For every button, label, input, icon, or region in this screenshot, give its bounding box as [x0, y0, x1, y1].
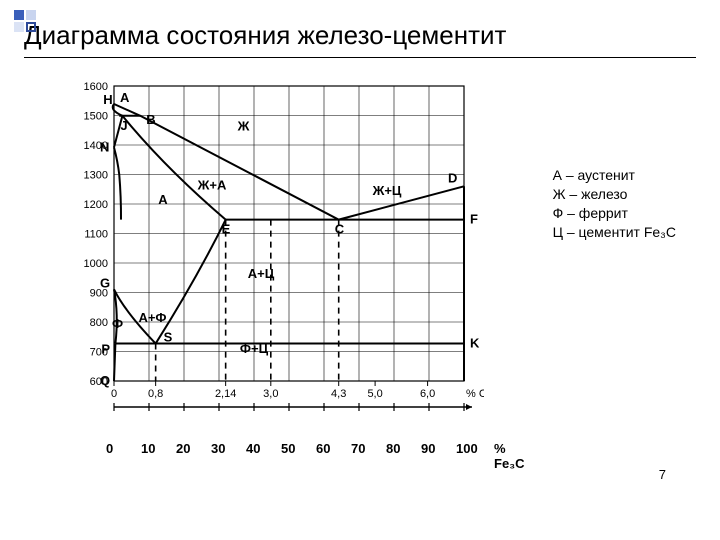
svg-text:Ж+Ц: Ж+Ц — [372, 183, 402, 198]
deco-square — [26, 10, 36, 20]
svg-text:Ф: Ф — [112, 316, 123, 331]
fe3c-tick: 0 — [106, 441, 113, 456]
slide-bullets-deco — [14, 10, 50, 32]
svg-text:J: J — [120, 118, 127, 133]
svg-text:% C: % C — [466, 388, 484, 400]
svg-text:Ж: Ж — [237, 118, 250, 133]
fe3c-tick: 10 — [141, 441, 155, 456]
svg-text:S: S — [164, 330, 173, 345]
svg-text:А: А — [158, 192, 168, 207]
svg-text:F: F — [470, 212, 478, 227]
deco-square — [14, 22, 24, 32]
svg-text:B: B — [146, 112, 155, 127]
fe3c-tick: 50 — [281, 441, 295, 456]
legend-item: Ж – железо — [553, 185, 676, 204]
legend-item: А – аустенит — [553, 166, 676, 185]
svg-text:N: N — [100, 139, 109, 154]
fe3c-tick: 100 — [456, 441, 478, 456]
deco-square — [26, 22, 36, 32]
fe3c-tick: 70 — [351, 441, 365, 456]
svg-text:1200: 1200 — [84, 199, 108, 211]
svg-text:0: 0 — [111, 388, 117, 400]
fe3c-tick: 80 — [386, 441, 400, 456]
svg-text:А+Ц: А+Ц — [248, 266, 275, 281]
svg-text:1500: 1500 — [84, 111, 108, 123]
svg-text:1300: 1300 — [84, 170, 108, 182]
svg-text:800: 800 — [90, 317, 108, 329]
fe3c-tick: 20 — [176, 441, 190, 456]
fe3c-tick: 60 — [316, 441, 330, 456]
fe3c-tick: 30 — [211, 441, 225, 456]
svg-text:Ф+Ц: Ф+Ц — [240, 341, 269, 356]
svg-text:H: H — [103, 92, 112, 107]
deco-square — [14, 10, 24, 20]
svg-text:C: C — [335, 222, 345, 237]
svg-text:А+Ф: А+Ф — [138, 310, 166, 325]
svg-text:Ж+А: Ж+А — [197, 177, 227, 192]
svg-text:1000: 1000 — [84, 258, 108, 270]
fe3c-tick: 90 — [421, 441, 435, 456]
page-number: 7 — [659, 467, 666, 482]
svg-text:3,0: 3,0 — [263, 388, 278, 400]
content-area: 6007008009001000110012001300140015001600… — [24, 66, 696, 496]
svg-text:E: E — [222, 222, 231, 237]
svg-text:Q: Q — [100, 373, 110, 388]
fe3c-axis-label: % Fe₃C — [494, 441, 525, 471]
legend: А – аустенит Ж – железо Ф – феррит Ц – ц… — [553, 166, 676, 242]
svg-text:2,14: 2,14 — [215, 388, 236, 400]
phase-diagram-chart: 6007008009001000110012001300140015001600… — [64, 76, 484, 416]
svg-text:5,0: 5,0 — [367, 388, 382, 400]
page-title: Диаграмма состояния железо-цементит — [24, 20, 696, 58]
svg-text:4,3: 4,3 — [331, 388, 346, 400]
svg-text:0,8: 0,8 — [148, 388, 163, 400]
svg-text:K: K — [470, 336, 480, 351]
legend-item: Ц – цементит Fe₃C — [553, 223, 676, 242]
svg-text:A: A — [120, 90, 130, 105]
svg-text:D: D — [448, 170, 457, 185]
fe3c-tick: 40 — [246, 441, 260, 456]
svg-text:6,0: 6,0 — [420, 388, 435, 400]
svg-text:G: G — [100, 275, 110, 290]
svg-text:P: P — [101, 342, 110, 357]
svg-text:1100: 1100 — [84, 229, 108, 241]
legend-item: Ф – феррит — [553, 204, 676, 223]
